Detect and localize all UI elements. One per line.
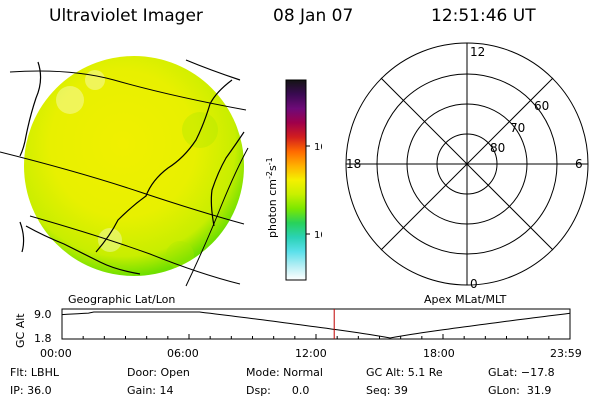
info-gcalt: GC Alt: 5.1 Re — [366, 366, 443, 379]
coastlines — [19, 59, 245, 275]
lat-lon-grid — [0, 70, 249, 287]
altitude-ytick-top: 9.0 — [34, 308, 52, 321]
info-seq: Seq: 39 — [366, 384, 408, 397]
mlt-label-6: 6 — [575, 157, 583, 171]
info-glat: GLat: −17.8 — [488, 366, 555, 379]
mlat-label-70: 70 — [510, 121, 525, 135]
xtick-00-00: 00:00 — [40, 347, 72, 360]
info-flt: Flt: LBHL — [10, 366, 59, 379]
time-label: 12:51:46 UT — [431, 6, 536, 26]
info-gain: Gain: 14 — [127, 384, 174, 397]
info-door: Door: Open — [127, 366, 190, 379]
earth-uv-image — [0, 56, 249, 287]
altitude-ytick-bottom: 1.8 — [34, 332, 52, 345]
colorbar-tick-10: 10 — [314, 230, 322, 241]
instrument-title: Ultraviolet Imager — [49, 6, 203, 26]
mlt-label-12: 12 — [470, 45, 485, 59]
xtick-06-00: 06:00 — [167, 347, 199, 360]
info-mode: Mode: Normal — [246, 366, 323, 379]
mlt-label-0: 0 — [470, 277, 478, 291]
colorbar-unit-label: photon cm-2s-1 — [265, 157, 279, 238]
info-dsp: Dsp: 0.0 — [246, 384, 310, 397]
colorbar-strip — [285, 79, 307, 281]
earth-disk — [24, 56, 244, 276]
info-ip: IP: 36.0 — [10, 384, 52, 397]
xtick-18-00: 18:00 — [423, 347, 455, 360]
colorbar-tick-100: 100 — [314, 142, 322, 153]
mlat-mlt-polar-plot: 12 0 18 6 60 70 80 — [345, 42, 589, 291]
mlat-label-80: 80 — [490, 141, 505, 155]
mlt-label-18: 18 — [346, 157, 361, 171]
altitude-plot: GC Alt 9.0 1.8 — [14, 308, 571, 348]
xtick-23-59: 23:59 — [550, 347, 582, 360]
mlat-label-60: 60 — [534, 99, 549, 113]
altitude-ylabel: GC Alt — [14, 313, 27, 348]
info-glon: GLon: 31.9 — [488, 384, 552, 397]
xtick-12-00: 12:00 — [295, 347, 327, 360]
geographic-label: Geographic Lat/Lon — [68, 293, 176, 306]
altitude-curve — [61, 311, 571, 339]
colorbar: 100 10 photon cm-2s-1 — [265, 79, 322, 281]
date-label: 08 Jan 07 — [273, 6, 354, 26]
apex-label: Apex MLat/MLT — [424, 293, 507, 306]
